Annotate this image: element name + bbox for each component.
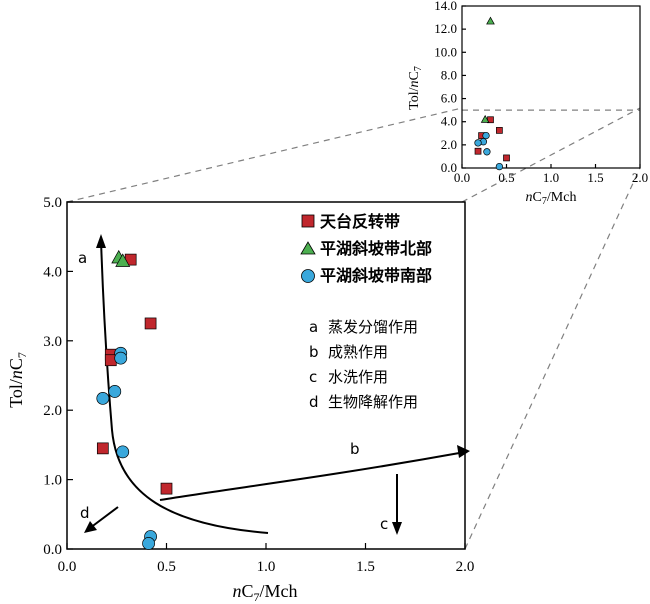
data-point-circle [114, 351, 128, 365]
legend-marker-circle [301, 269, 315, 283]
inset-plot: 0.0 0.5 1.0 1.5 2.0 0.0 2.0 4.0 6.0 8.0 10.0 12.0 1… [407, 0, 648, 207]
annot-desc-d: 生物降解作用 [328, 393, 418, 411]
y-tick-label: 2.0 [43, 403, 62, 419]
x-tick-label: 1.0 [543, 170, 559, 185]
arrow-d-head [84, 521, 97, 533]
x-tick-label: 1.0 [257, 559, 276, 575]
legend-label-2: 平湖斜坡带北部 [320, 239, 432, 258]
y-tick-label: 5.0 [43, 195, 62, 211]
data-point-triangle [480, 114, 490, 123]
main-x-ticks: 0.0 0.5 1.0 1.5 2.0 [58, 543, 475, 575]
inset-y-ticks: 0.0 2.0 4.0 6.0 8.0 10.0 12.0 14.0 [434, 0, 466, 175]
curve-b [159, 451, 466, 501]
arrow-label-a: a [78, 249, 87, 267]
data-point-square [496, 127, 503, 134]
data-point-circle [142, 537, 155, 550]
y-tick-label: 2.0 [441, 137, 457, 152]
x-tick-label: 0.5 [157, 559, 176, 575]
data-point-circle [116, 445, 130, 459]
legend-label-1: 天台反转带 [320, 212, 400, 231]
annot-letter-d: d [309, 393, 319, 411]
arrow-c-head [392, 522, 402, 535]
x-tick-label: 0.5 [498, 170, 514, 185]
annot-desc-c: 水洗作用 [328, 368, 388, 386]
y-tick-label: 1.0 [43, 473, 62, 489]
data-point-circle [495, 162, 504, 171]
data-point-square [144, 317, 157, 330]
arrow-a-head [96, 234, 106, 248]
x-tick-label: 0.0 [454, 170, 470, 185]
x-tick-label: 2.0 [456, 559, 475, 575]
data-point-square [160, 482, 173, 495]
main-y-ticks: 0.0 1.0 2.0 3.0 4.0 5.0 [43, 195, 73, 558]
data-point-square [503, 154, 510, 162]
inset-plot-frame [461, 5, 641, 169]
data-point-triangle [115, 253, 131, 267]
y-tick-label: 10.0 [434, 44, 457, 59]
data-point-circle [482, 131, 490, 140]
y-tick-label: 4.0 [43, 264, 62, 280]
legend-label-3: 平湖斜坡带南部 [320, 266, 432, 285]
curve-a [100, 239, 269, 534]
inset-x-axis-title: nC7/Mch [526, 190, 577, 207]
x-tick-label: 1.5 [587, 170, 603, 185]
legend: 天台反转带 平湖斜坡带北部 平湖斜坡带南部 [300, 212, 432, 285]
inset-data-points [474, 16, 510, 171]
main-data-points [96, 249, 173, 550]
main-x-axis-title: nC7/Mch [232, 581, 297, 604]
y-tick-label: 12.0 [434, 21, 457, 36]
arrow-label-d: d [80, 504, 90, 522]
annot-letter-b: b [309, 343, 319, 361]
data-point-triangle [486, 16, 495, 25]
trend-arrows [84, 234, 470, 535]
annot-desc-a: 蒸发分馏作用 [328, 318, 418, 336]
data-point-circle [96, 392, 110, 405]
arrow-letters: a b c d [78, 249, 388, 533]
annotation-list: a 蒸发分馏作用 b 成熟作用 c 水洗作用 d 生物降解作用 [309, 318, 418, 411]
main-plot: 0.0 0.5 1.0 1.5 2.0 0.0 1.0 2.0 3.0 4.0 5.0 a b c… [6, 195, 474, 604]
arrow-b-head [457, 445, 470, 458]
data-point-circle [483, 148, 491, 156]
y-tick-label: 14.0 [434, 0, 457, 13]
main-y-axis-title: Tol/nC7 [6, 352, 29, 408]
x-tick-label: 0.0 [58, 559, 77, 575]
annot-letter-c: c [309, 368, 317, 386]
inset-y-axis-title: Tol/nC7 [407, 66, 424, 110]
y-tick-label: 3.0 [43, 334, 62, 350]
arrow-label-c: c [380, 515, 388, 533]
legend-marker-square [301, 214, 315, 228]
y-tick-label: 0.0 [441, 160, 457, 175]
y-tick-label: 8.0 [441, 67, 457, 82]
y-tick-label: 0.0 [43, 542, 62, 558]
annot-letter-a: a [309, 318, 318, 336]
data-point-circle [474, 139, 482, 147]
legend-marker-triangle [300, 241, 316, 255]
inset-x-ticks: 0.0 0.5 1.0 1.5 2.0 [454, 164, 648, 185]
data-point-circle [108, 385, 122, 398]
arrow-label-b: b [350, 440, 360, 458]
annot-desc-b: 成熟作用 [328, 343, 388, 361]
y-tick-label: 6.0 [441, 91, 457, 106]
data-point-square [474, 147, 482, 155]
x-tick-label: 1.5 [356, 559, 375, 575]
data-point-square [96, 442, 109, 455]
arrow-d-line [89, 506, 119, 529]
zoom-connector-lines [66, 107, 641, 550]
y-tick-label: 4.0 [441, 114, 457, 129]
x-tick-label: 2.0 [632, 170, 648, 185]
